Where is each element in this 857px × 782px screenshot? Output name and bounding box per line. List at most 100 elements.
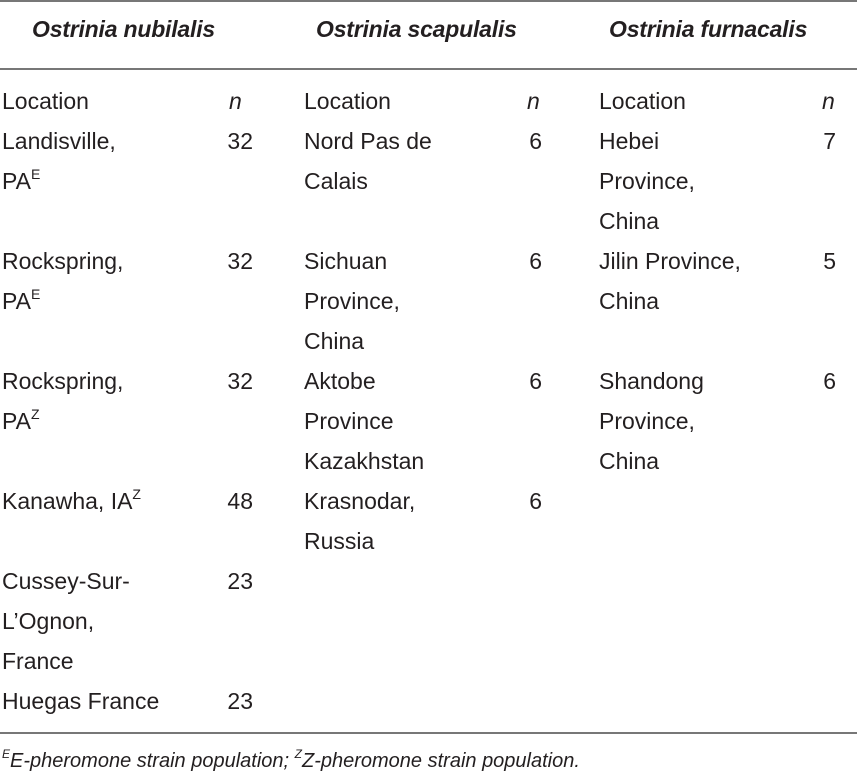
- location-text: Province,: [599, 408, 695, 434]
- location-line: Landisville,: [2, 121, 116, 161]
- location-line: PAE: [2, 161, 116, 201]
- table-footnote: EE-pheromone strain population; ZZ-phero…: [2, 747, 580, 773]
- location-text: Kanawha, IA: [2, 488, 133, 514]
- n-value-nubilalis: 48: [227, 488, 253, 514]
- location-text: Aktobe: [304, 368, 376, 394]
- location-text: China: [599, 208, 660, 234]
- subheader-location-nubilalis: Location: [2, 88, 89, 114]
- location-cell-furnacalis: Hebei Province, China: [599, 121, 695, 241]
- footnote-z-text: Z-pheromone strain population.: [301, 750, 580, 772]
- location-line: China: [304, 321, 400, 361]
- subheader-location-furnacalis: Location: [599, 88, 686, 114]
- strain-marker: Z: [132, 486, 141, 502]
- location-text: France: [2, 648, 74, 674]
- location-line: Cussey-Sur-: [2, 561, 130, 601]
- location-line: Province,: [304, 281, 400, 321]
- location-text: Huegas France: [2, 688, 160, 714]
- location-cell-furnacalis: Jilin Province, China: [599, 241, 741, 321]
- location-text: Sichuan: [304, 248, 388, 274]
- n-value-scapulalis: 6: [529, 368, 542, 394]
- table-bottom-rule: [0, 732, 857, 734]
- location-line: Huegas France: [2, 681, 159, 721]
- n-value-scapulalis: 6: [529, 248, 542, 274]
- location-line: PAE: [2, 281, 123, 321]
- location-line: Kazakhstan: [304, 441, 424, 481]
- n-value-furnacalis: 6: [823, 368, 836, 394]
- location-text: Province: [304, 408, 394, 434]
- location-line: Province,: [599, 161, 695, 201]
- location-text: PA: [2, 408, 31, 434]
- n-value-nubilalis: 32: [227, 368, 253, 394]
- location-cell-nubilalis: Landisville, PAE: [2, 121, 116, 201]
- location-cell-scapulalis: Nord Pas de Calais: [304, 121, 432, 201]
- location-text: Rockspring,: [2, 248, 124, 274]
- location-line: Sichuan: [304, 241, 400, 281]
- subheader-n-scapulalis: n: [527, 88, 540, 114]
- location-text: PA: [2, 168, 31, 194]
- location-line: Aktobe: [304, 361, 424, 401]
- subheader-n-furnacalis: n: [822, 88, 835, 114]
- n-value-nubilalis: 23: [227, 568, 253, 594]
- location-text: Jilin Province,: [599, 248, 741, 274]
- n-value-furnacalis: 7: [823, 128, 836, 154]
- location-cell-scapulalis: Krasnodar, Russia: [304, 481, 415, 561]
- location-cell-scapulalis: Sichuan Province, China: [304, 241, 400, 361]
- subheader-location-scapulalis: Location: [304, 88, 391, 114]
- subheader-n-nubilalis: n: [229, 88, 242, 114]
- location-cell-nubilalis: Huegas France: [2, 681, 159, 721]
- header-ostrinia-nubilalis: Ostrinia nubilalis: [32, 16, 215, 42]
- location-text: Calais: [304, 168, 368, 194]
- n-value-nubilalis: 32: [227, 248, 253, 274]
- location-line: PAZ: [2, 401, 123, 441]
- location-cell-nubilalis: Kanawha, IAZ: [2, 481, 141, 521]
- location-line: China: [599, 281, 741, 321]
- location-text: Province,: [599, 168, 695, 194]
- location-line: China: [599, 441, 704, 481]
- location-line: Russia: [304, 521, 415, 561]
- location-cell-nubilalis: Rockspring, PAE: [2, 241, 123, 321]
- location-line: Kanawha, IAZ: [2, 481, 141, 521]
- location-text: Nord Pas de: [304, 128, 432, 154]
- location-line: Nord Pas de: [304, 121, 432, 161]
- location-text: China: [304, 328, 365, 354]
- strain-marker: E: [30, 166, 41, 182]
- location-line: Province,: [599, 401, 704, 441]
- location-text: Shandong: [599, 368, 704, 394]
- n-value-furnacalis: 5: [823, 248, 836, 274]
- location-cell-nubilalis: Cussey-Sur- L’Ognon, France: [2, 561, 130, 681]
- header-ostrinia-scapulalis: Ostrinia scapulalis: [316, 16, 517, 42]
- location-text: Landisville,: [2, 128, 116, 154]
- location-text: Province,: [304, 288, 400, 314]
- location-text: China: [599, 448, 660, 474]
- location-line: Rockspring,: [2, 241, 123, 281]
- n-value-nubilalis: 32: [227, 128, 253, 154]
- strain-marker: E: [30, 286, 41, 302]
- location-text: Hebei: [599, 128, 660, 154]
- location-text: Russia: [304, 528, 375, 554]
- location-line: Jilin Province,: [599, 241, 741, 281]
- strain-marker: Z: [30, 406, 40, 422]
- location-line: Krasnodar,: [304, 481, 415, 521]
- n-value-nubilalis: 23: [227, 688, 253, 714]
- location-line: France: [2, 641, 130, 681]
- location-text: PA: [2, 288, 31, 314]
- location-cell-nubilalis: Rockspring, PAZ: [2, 361, 123, 441]
- table-header-rule: [0, 68, 857, 70]
- location-text: Rockspring,: [2, 368, 124, 394]
- n-value-scapulalis: 6: [529, 488, 542, 514]
- table-top-rule: [0, 0, 857, 2]
- location-line: Province: [304, 401, 424, 441]
- location-text: Kazakhstan: [304, 448, 425, 474]
- location-cell-scapulalis: Aktobe Province Kazakhstan: [304, 361, 424, 481]
- location-line: Calais: [304, 161, 432, 201]
- location-text: Krasnodar,: [304, 488, 416, 514]
- n-value-scapulalis: 6: [529, 128, 542, 154]
- footnote-e-marker: E: [2, 747, 11, 761]
- footnote-z-marker: Z: [294, 747, 302, 761]
- location-text: Cussey-Sur-: [2, 568, 130, 594]
- location-line: Rockspring,: [2, 361, 123, 401]
- location-line: L’Ognon,: [2, 601, 130, 641]
- location-line: Hebei: [599, 121, 695, 161]
- location-line: China: [599, 201, 695, 241]
- header-ostrinia-furnacalis: Ostrinia furnacalis: [609, 16, 808, 42]
